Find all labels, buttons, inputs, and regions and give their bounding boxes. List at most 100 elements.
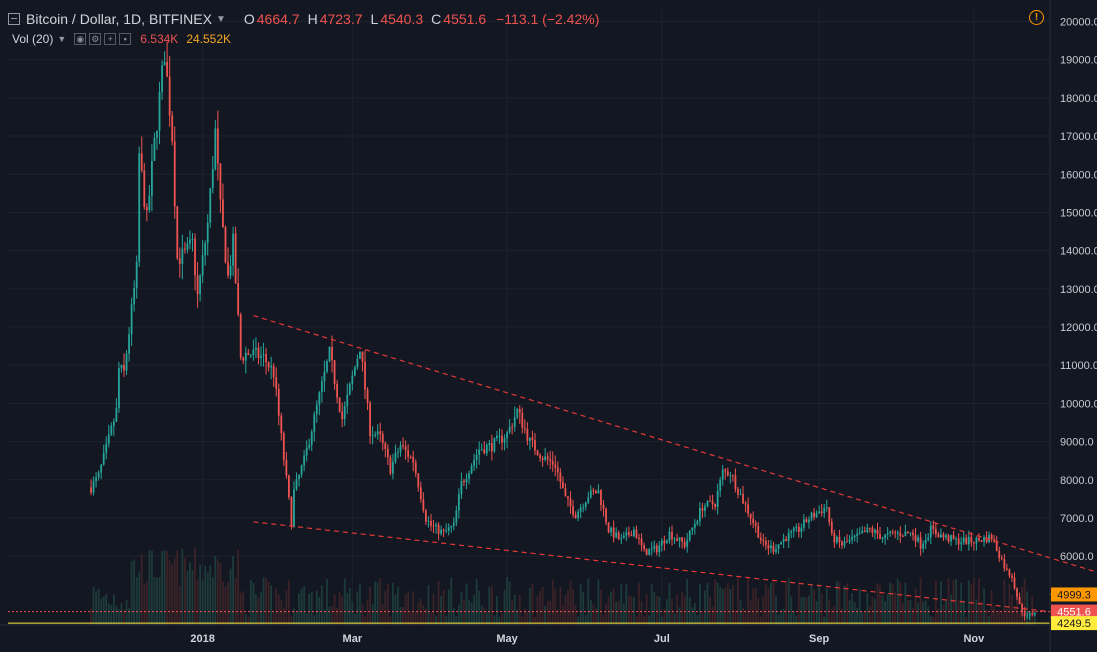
volume-bar xyxy=(272,612,275,625)
candle-body xyxy=(511,426,514,428)
candle-body xyxy=(610,527,613,533)
volume-bar xyxy=(655,595,658,625)
volume-bar xyxy=(714,579,717,625)
volume-bar xyxy=(688,596,691,625)
low-value: 4540.3 xyxy=(380,11,424,27)
volume-bar xyxy=(663,608,666,625)
volume-bar xyxy=(224,586,227,625)
volume-bar xyxy=(333,594,336,625)
candle-body xyxy=(295,478,298,490)
candle-body xyxy=(947,535,950,542)
candle-body xyxy=(719,479,722,491)
volume-bar xyxy=(754,587,757,625)
candle-body xyxy=(173,141,176,207)
candle-body xyxy=(455,510,458,523)
candle-body xyxy=(985,537,988,543)
volume-bar xyxy=(260,591,262,625)
volume-bar xyxy=(803,597,805,625)
candle-body xyxy=(521,412,524,429)
candle-body xyxy=(369,402,371,436)
volume-bar xyxy=(275,588,278,625)
candle-body xyxy=(219,163,222,200)
candle-body xyxy=(143,170,146,208)
candle-body xyxy=(328,346,331,362)
volume-bar xyxy=(960,583,963,625)
candle-body xyxy=(534,440,536,451)
volume-bar xyxy=(285,589,288,625)
y-tick-label: 17000.0 xyxy=(1060,131,1097,143)
candle-body xyxy=(430,520,432,526)
volume-bar xyxy=(764,583,767,625)
candle-body xyxy=(594,491,597,494)
volume-bar xyxy=(648,615,651,625)
settings-icon[interactable]: ⚙ xyxy=(89,33,102,45)
alert-icon[interactable]: ! xyxy=(1029,10,1044,25)
candle-body xyxy=(650,548,653,550)
volume-bar xyxy=(531,583,534,625)
volume-bar xyxy=(178,585,181,625)
candle-body xyxy=(361,351,364,362)
volume-bar xyxy=(762,596,765,625)
volume-bar xyxy=(749,600,752,625)
volume-bar xyxy=(775,595,777,625)
volume-bar xyxy=(384,590,387,625)
volume-bar xyxy=(924,600,927,625)
add-icon[interactable]: + xyxy=(104,33,117,45)
volume-bar xyxy=(1033,609,1036,625)
price-axis-label: 4249.5 xyxy=(1051,616,1097,631)
low-label: L xyxy=(370,11,379,27)
volume-legend: Vol (20) ▼ ◉ ⚙ + ▪ 6.534K 24.552K xyxy=(12,31,231,47)
volume-bar xyxy=(328,606,331,625)
volume-bar xyxy=(825,588,828,625)
candle-body xyxy=(572,506,574,515)
candle-body xyxy=(803,519,805,528)
candle-body xyxy=(445,530,448,532)
symbol-title[interactable]: Bitcoin / Dollar, 1D, BITFINEX xyxy=(26,11,212,27)
volume-bar xyxy=(166,550,169,625)
volume-label[interactable]: Vol (20) xyxy=(12,32,54,46)
volume-bar xyxy=(90,608,92,625)
candle-body xyxy=(622,535,625,539)
volume-bar xyxy=(917,602,919,625)
more-icon[interactable]: ▪ xyxy=(119,33,132,45)
volume-bar xyxy=(673,613,676,625)
candle-body xyxy=(567,496,569,499)
candle-body xyxy=(701,508,704,511)
svg-text:4999.3: 4999.3 xyxy=(1057,589,1091,601)
candle-body xyxy=(731,475,734,477)
candle-body xyxy=(386,448,389,458)
candle-body xyxy=(133,288,136,305)
candle-body xyxy=(447,527,450,531)
volume-bar xyxy=(232,556,234,625)
volume-bar xyxy=(734,609,737,625)
candle-body xyxy=(1021,604,1023,612)
volume-bar xyxy=(957,600,960,625)
candle-body xyxy=(729,475,732,477)
volume-bar xyxy=(128,607,130,625)
candle-body xyxy=(856,533,859,536)
volume-bar xyxy=(318,596,321,625)
candle-body xyxy=(267,362,270,368)
candle-body xyxy=(759,537,762,541)
candle-body xyxy=(600,490,602,505)
chevron-down-icon[interactable]: ▼ xyxy=(215,13,226,25)
y-tick-label: 11000.0 xyxy=(1060,360,1097,372)
volume-bar xyxy=(696,615,699,625)
volume-bar xyxy=(633,597,635,625)
volume-bar xyxy=(660,616,663,625)
candle-body xyxy=(409,456,412,458)
candle-body xyxy=(435,524,437,527)
eye-icon[interactable]: ◉ xyxy=(74,33,87,45)
candle-body xyxy=(889,531,892,534)
volume-bar xyxy=(397,586,399,625)
chevron-down-icon[interactable]: ▼ xyxy=(57,34,67,44)
candle-body xyxy=(531,437,534,441)
candle-body xyxy=(630,534,633,537)
candle-body xyxy=(275,377,278,389)
volume-bar xyxy=(739,600,742,625)
collapse-icon[interactable] xyxy=(8,13,20,25)
volume-bar xyxy=(853,601,856,625)
y-tick-label: 12000.0 xyxy=(1060,322,1097,334)
candle-body xyxy=(693,523,696,529)
